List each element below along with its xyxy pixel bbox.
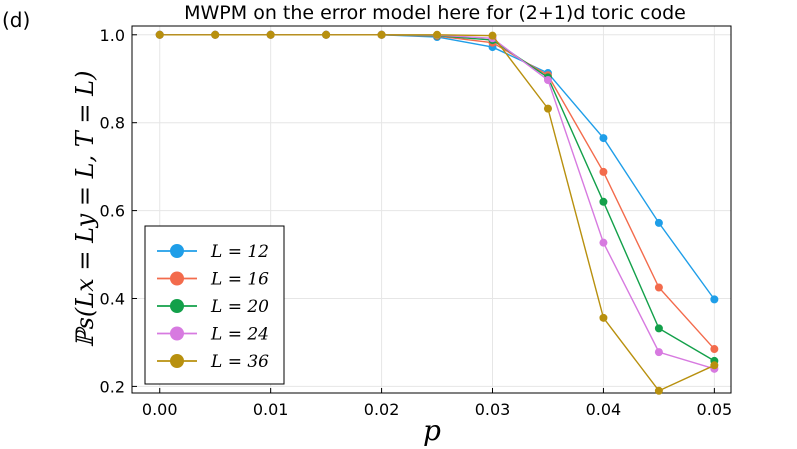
axis-ticks: 0.00 0.01 0.02 0.03 0.04 0.05 0.2 0.4 0.6 0.8 1.0: [100, 26, 733, 419]
series-l36: [155, 30, 719, 395]
series-layer: [155, 30, 719, 395]
x-tick-label: 0.00: [142, 400, 178, 419]
legend-item: L = 20: [157, 297, 269, 317]
legend-marker: [170, 244, 184, 258]
data-point: [322, 30, 331, 39]
x-tick-label: 0.02: [364, 400, 400, 419]
legend-item: L = 16: [157, 270, 269, 290]
data-point: [543, 104, 552, 113]
legend-label: L = 12: [210, 242, 269, 262]
legend-item: L = 12: [157, 242, 269, 262]
legend-marker: [170, 354, 184, 368]
legend: L = 12 L = 16 L = 20 L = 24 L = 36: [144, 225, 285, 385]
data-point: [710, 361, 719, 370]
legend-label: L = 24: [210, 325, 269, 345]
legend-box: [144, 225, 285, 385]
y-tick-label: 0.2: [100, 377, 125, 396]
y-tick-label: 0.4: [100, 290, 125, 309]
data-point: [654, 348, 663, 357]
legend-label: L = 36: [210, 352, 269, 372]
data-point: [543, 76, 552, 85]
legend-marker: [170, 326, 184, 341]
data-point: [710, 345, 719, 354]
data-point: [654, 324, 663, 333]
data-point: [155, 30, 164, 39]
chart-title: MWPM on the error model here for (2+1)d …: [184, 2, 686, 24]
data-point: [599, 134, 608, 143]
data-point: [654, 218, 663, 227]
legend-marker: [170, 299, 184, 313]
data-point: [266, 30, 275, 39]
legend-item: L = 24: [157, 325, 269, 345]
x-axis-label: p: [423, 414, 441, 447]
data-point: [710, 295, 719, 304]
data-point: [599, 238, 608, 247]
plot-frame: [131, 25, 732, 394]
y-axis-label: ℙs(Lx = Ly = L, T = L): [71, 71, 99, 348]
legend-label: L = 16: [210, 270, 269, 290]
legend-item: L = 36: [157, 352, 269, 372]
legend-marker: [170, 271, 184, 286]
data-point: [488, 31, 497, 40]
x-tick-label: 0.01: [253, 400, 289, 419]
panel-label: (d): [2, 8, 31, 32]
legend-label: L = 20: [210, 297, 269, 317]
x-tick-label: 0.05: [697, 400, 733, 419]
y-tick-label: 0.8: [100, 114, 125, 133]
data-point: [654, 283, 663, 292]
data-point: [654, 386, 663, 395]
data-point: [599, 197, 608, 206]
data-point: [599, 313, 608, 322]
y-tick-label: 1.0: [100, 26, 125, 45]
data-point: [599, 167, 608, 176]
data-point: [377, 30, 386, 39]
x-tick-label: 0.03: [475, 400, 511, 419]
x-tick-label: 0.04: [586, 400, 622, 419]
data-point: [211, 30, 220, 39]
data-point: [433, 30, 442, 39]
y-tick-label: 0.6: [100, 202, 125, 221]
